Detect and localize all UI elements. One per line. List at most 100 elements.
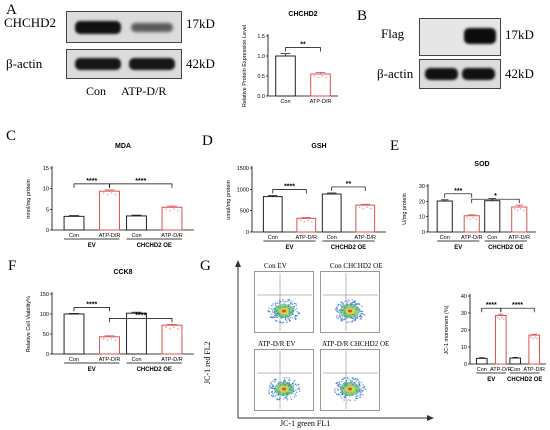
flow-event — [283, 377, 285, 379]
data-point — [369, 207, 372, 210]
flow-event — [293, 302, 296, 305]
significance-label: **** — [512, 302, 523, 309]
group-label: CHCHD2 OE — [507, 377, 542, 383]
y-axis-label: nmol/mg protein — [26, 179, 32, 218]
flow-event — [284, 396, 286, 399]
density-peak — [348, 387, 352, 391]
flow-event — [296, 307, 298, 310]
flow-event — [278, 321, 281, 323]
flow-event — [295, 395, 297, 397]
data-point — [177, 327, 179, 330]
flow-event — [340, 302, 343, 304]
flow-event — [334, 391, 336, 394]
flow-event — [336, 381, 339, 384]
flow-event — [280, 321, 282, 324]
bar-chart-e: SOD U/mg protein 0 10 20 30 Con ATP-D/R Con ATP-D… — [402, 161, 536, 251]
y-axis-label: Relative Cell Viability% — [26, 296, 32, 352]
bar — [296, 217, 317, 233]
data-point — [165, 208, 167, 211]
bar-chart-c: MDA nmol/mg protein 0 5 10 15 Con ATP-D/R Con ATP… — [26, 143, 194, 249]
plot-frame — [320, 271, 380, 333]
y-tick-label: 0 — [46, 352, 49, 358]
data-point — [530, 336, 532, 338]
flow-event — [344, 396, 346, 399]
flow-event — [360, 389, 362, 392]
significance-label: **** — [86, 178, 97, 185]
flow-event — [354, 319, 357, 321]
flow-event — [296, 315, 299, 317]
flow-event — [271, 304, 273, 307]
data-point — [169, 327, 171, 330]
bar — [528, 334, 541, 365]
bar — [161, 206, 183, 231]
flow-event — [350, 380, 352, 382]
flow-event — [360, 313, 362, 315]
y-tick-label: 100 — [40, 312, 49, 318]
flow-event — [291, 303, 293, 306]
flow-event — [334, 388, 336, 390]
flow-event — [275, 394, 277, 397]
flow-event — [273, 316, 276, 319]
y-arrow-icon — [235, 260, 241, 267]
flow-event — [285, 396, 287, 399]
y-tick-label: 0 — [464, 362, 467, 368]
flow-event — [279, 301, 281, 303]
bar — [262, 196, 283, 233]
flow-event — [294, 383, 297, 386]
data-point — [498, 318, 501, 320]
significance-label: * — [494, 193, 497, 200]
flow-event — [294, 318, 297, 320]
significance-bracket — [109, 318, 173, 323]
panel-letter-g: G — [200, 258, 211, 274]
y-tick-label: 20 — [419, 199, 425, 205]
bar — [99, 190, 120, 231]
flow-event — [338, 383, 340, 386]
flow-event — [354, 378, 357, 380]
data-point — [310, 220, 313, 223]
y-axis-label: umol/mg protein — [226, 180, 232, 219]
bar-chart-a: CHCHD2 Relative Protein Expression Level 0… — [242, 11, 338, 107]
blot-size-chchd2: 17kD — [186, 16, 215, 31]
flow-event — [360, 393, 362, 396]
blot-size-flag: 17kD — [505, 27, 534, 42]
lane-label-atp: ATP-D/R — [121, 84, 167, 98]
data-point — [313, 75, 316, 77]
flow-event — [348, 378, 350, 381]
panel-letter-e: E — [390, 138, 400, 154]
flow-event — [267, 310, 270, 313]
flow-event — [286, 321, 288, 323]
flow-event — [349, 399, 352, 402]
bar — [321, 193, 342, 233]
significance-bracket — [471, 198, 520, 204]
western-blot-actin-a — [66, 49, 182, 79]
bar — [126, 312, 147, 355]
flow-event — [282, 299, 284, 301]
flow-event — [338, 381, 340, 383]
flow-event — [271, 383, 273, 386]
band-actin-b1 — [425, 68, 458, 80]
y-tick-label: 0 — [246, 230, 249, 236]
y-tick-label: 5 — [46, 207, 49, 213]
flow-event — [360, 388, 362, 390]
data-point — [317, 76, 320, 79]
data-point — [169, 209, 171, 212]
blot-label-actin-b: β-actin — [377, 66, 414, 81]
flow-event — [284, 380, 286, 382]
flow-event — [336, 316, 338, 319]
data-point — [500, 316, 503, 319]
flow-event — [336, 310, 338, 312]
flow-label-con-ev: Con EV — [264, 262, 287, 270]
flow-event — [340, 397, 342, 399]
data-point — [114, 339, 117, 342]
blot-size-actin-b: 42kD — [505, 66, 534, 81]
bar — [63, 313, 85, 355]
flow-label-atp-oe: ATP-D/R CHCHD2 OE — [322, 340, 390, 348]
flow-event — [276, 316, 279, 319]
flow-event — [270, 394, 272, 397]
significance-bracket — [500, 307, 535, 313]
western-blot-flag — [419, 18, 501, 56]
flow-event — [285, 300, 287, 302]
flow-event — [362, 384, 364, 386]
flow-event — [272, 392, 274, 395]
bar — [161, 324, 183, 355]
